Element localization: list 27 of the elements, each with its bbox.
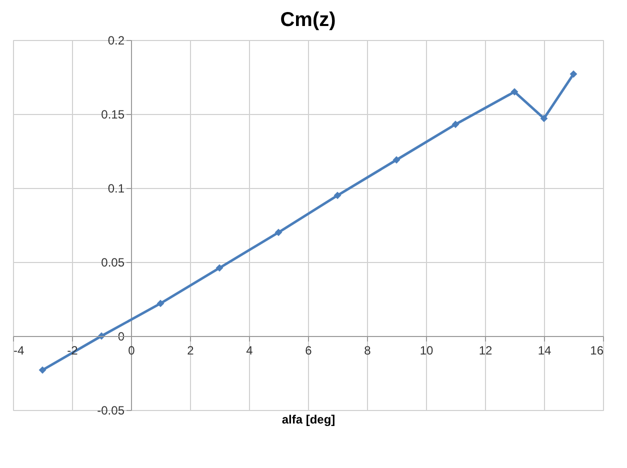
point [392,156,400,164]
y-tick-label: 0.2 [108,34,125,48]
x-tick-label: 16 [590,344,604,358]
x-tick-label: 14 [538,344,552,358]
x-tick-label: 8 [364,344,372,358]
point [274,228,282,236]
point [570,70,578,78]
point [216,264,224,272]
y-tick-label: 0.15 [101,108,125,122]
point [540,114,548,122]
point [334,192,342,200]
y-tick-label: -0.05 [97,404,125,418]
x-tick-label: 0 [128,344,136,358]
point [452,120,460,128]
y-tick-label: 0.05 [101,256,125,270]
x-tick-label: 6 [305,344,312,358]
x-tick-label: 10 [420,344,434,358]
x-tick-label: 4 [246,344,254,358]
x-axis-title: alfa [deg] [282,412,336,426]
y-tick-label: 0.1 [108,182,125,196]
point [510,88,518,96]
x-tick-label: 2 [187,344,194,358]
point [38,366,46,374]
chart-title: Cm(z) [280,9,336,31]
point [156,300,164,308]
x-tick-label: 12 [478,344,492,358]
x-tick-label: -4 [14,344,24,358]
